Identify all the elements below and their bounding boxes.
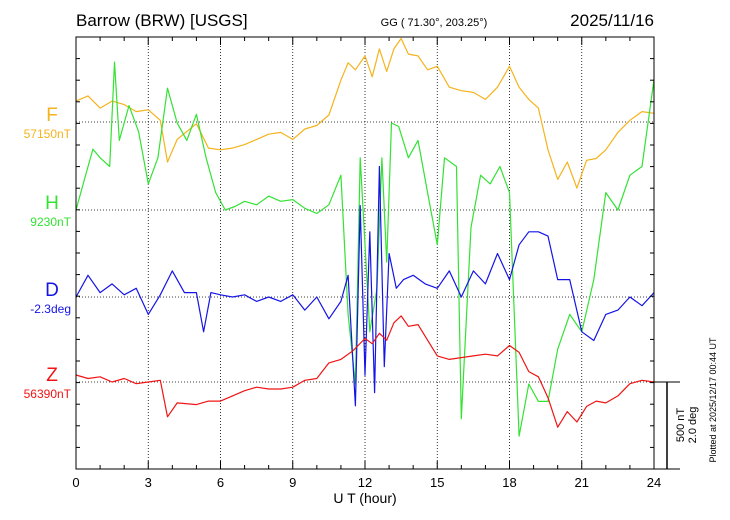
series-D-baseline-label: -2.3deg — [30, 302, 71, 316]
x-tick-label: 18 — [502, 475, 516, 490]
x-tick-labels: 0 3 6 9 12 15 18 21 24 — [72, 475, 661, 490]
scale-bar: 500 nT 2.0 deg — [654, 381, 699, 470]
x-tick-label: 15 — [430, 475, 444, 490]
series-H-line — [75, 61, 655, 437]
series-F-baseline-label: 57150nT — [24, 127, 72, 141]
scale-label-deg: 2.0 deg — [687, 407, 699, 444]
x-tick-label: 12 — [358, 475, 372, 490]
series-D-name: D — [45, 280, 59, 301]
grid — [76, 37, 654, 469]
x-tick-label: 9 — [289, 475, 296, 490]
series-F-line — [75, 37, 655, 189]
x-tick-label: 3 — [145, 475, 152, 490]
scale-label-nt: 500 nT — [675, 408, 687, 443]
series-Z-baseline-label: 56390nT — [24, 387, 72, 401]
station-title: Barrow (BRW) [USGS] — [76, 11, 248, 30]
x-tick-label: 0 — [72, 475, 79, 490]
x-axis-label: U T (hour) — [333, 490, 396, 506]
series-Z-name: Z — [46, 365, 58, 386]
axis-ticks — [75, 36, 655, 469]
coordinates-title: GG ( 71.30°, 203.25°) — [381, 17, 488, 29]
series-F-name: F — [46, 105, 58, 126]
series-H-name: H — [45, 193, 59, 214]
plotted-timestamp: Plotted at 2025/12/17 00:44 UT — [708, 337, 718, 463]
series-H-baseline-label: 9230nT — [30, 215, 71, 229]
series-D-group: D-2.3deg — [30, 165, 655, 407]
series-D-line — [75, 165, 655, 407]
series-Z-line — [75, 315, 655, 428]
x-tick-label: 24 — [647, 475, 661, 490]
x-tick-label: 21 — [575, 475, 589, 490]
date-title: 2025/11/16 — [570, 11, 654, 30]
x-tick-label: 6 — [217, 475, 224, 490]
